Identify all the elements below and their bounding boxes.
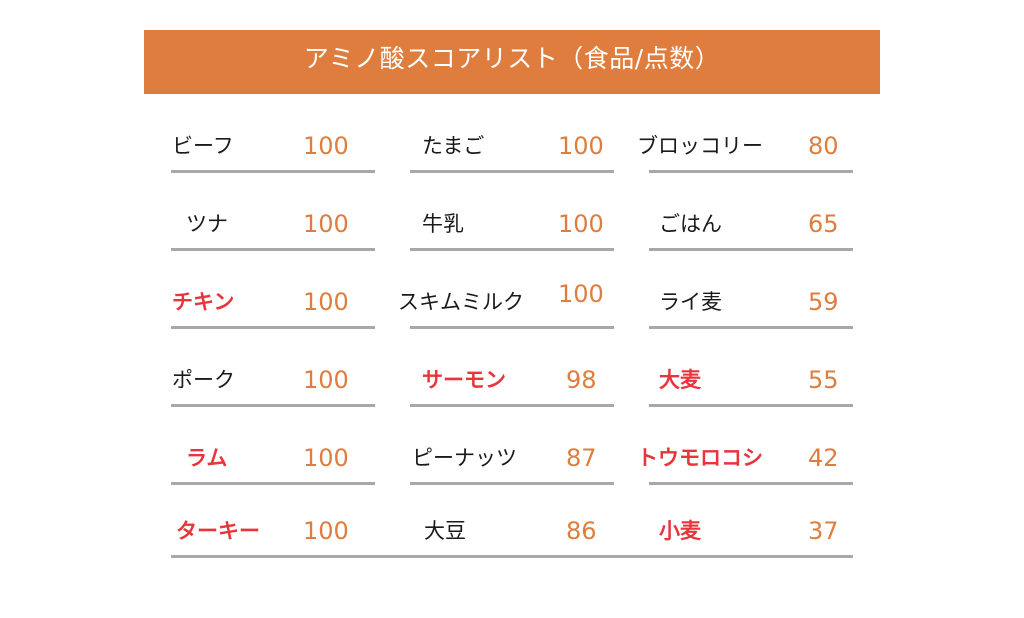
- food-score: 100: [303, 366, 349, 394]
- food-name: 大麦: [659, 368, 701, 392]
- food-score-item: 大麦 55: [0, 364, 1024, 404]
- food-name: たまご: [422, 134, 485, 158]
- food-score: 100: [303, 288, 349, 316]
- food-score: 86: [566, 517, 597, 545]
- food-score-item: チキン 100: [0, 286, 1024, 326]
- page-title: アミノ酸スコアリスト（食品/点数）: [303, 44, 721, 73]
- food-score-item: 小麦 37: [0, 515, 1024, 555]
- food-name: トウモロコシ: [637, 446, 763, 470]
- row-divider: [410, 326, 614, 329]
- bottom-divider: [171, 555, 853, 558]
- food-score: 100: [558, 132, 604, 160]
- food-name: ポーク: [172, 368, 235, 392]
- food-score-item: トウモロコシ 42: [0, 442, 1024, 482]
- food-name: ライ麦: [659, 290, 722, 314]
- row-divider: [649, 326, 853, 329]
- row-divider: [410, 404, 614, 407]
- food-name: ごはん: [659, 212, 722, 236]
- row-divider: [171, 326, 375, 329]
- food-score-item: ターキー 100: [0, 515, 1024, 555]
- food-score-item: ブロッコリー 80: [0, 130, 1024, 170]
- food-score-item: ラム 100: [0, 442, 1024, 482]
- food-score: 42: [808, 444, 839, 472]
- food-name: ラム: [186, 446, 228, 470]
- title-banner: アミノ酸スコアリスト（食品/点数）: [144, 30, 880, 94]
- food-score-item: ポーク 100: [0, 364, 1024, 404]
- food-score: 100: [303, 517, 349, 545]
- food-score-item: 牛乳 100: [0, 208, 1024, 248]
- row-divider: [410, 248, 614, 251]
- food-score: 80: [808, 132, 839, 160]
- food-score-item: スキムミルク 100: [0, 280, 1024, 326]
- food-name: ピーナッツ: [412, 446, 517, 470]
- food-score-item: ごはん 65: [0, 208, 1024, 248]
- food-name: 小麦: [659, 519, 701, 543]
- row-divider: [649, 482, 853, 485]
- food-score: 59: [808, 288, 839, 316]
- row-divider: [410, 170, 614, 173]
- food-name: サーモン: [422, 368, 506, 392]
- food-score-item: たまご 100: [0, 130, 1024, 170]
- food-score: 100: [558, 210, 604, 238]
- food-score: 65: [808, 210, 839, 238]
- food-name: ビーフ: [172, 134, 234, 158]
- row-divider: [649, 404, 853, 407]
- food-name: 牛乳: [422, 212, 464, 236]
- food-score: 98: [566, 366, 597, 394]
- food-score: 87: [566, 444, 597, 472]
- row-divider: [171, 248, 375, 251]
- food-score: 55: [808, 366, 839, 394]
- food-score: 100: [303, 444, 349, 472]
- food-name: スキムミルク: [398, 290, 524, 314]
- row-divider: [171, 404, 375, 407]
- food-score-item: ツナ 100: [0, 208, 1024, 248]
- food-name: ブロッコリー: [637, 134, 763, 158]
- food-score-item: ライ麦 59: [0, 286, 1024, 326]
- row-divider: [410, 482, 614, 485]
- food-score: 100: [303, 210, 349, 238]
- row-divider: [649, 248, 853, 251]
- row-divider: [649, 170, 853, 173]
- food-score: 100: [303, 132, 349, 160]
- food-score-item: サーモン 98: [0, 364, 1024, 404]
- food-name: ツナ: [186, 212, 228, 236]
- food-score: 100: [558, 280, 604, 308]
- food-score-item: 大豆 86: [0, 515, 1024, 555]
- row-divider: [171, 170, 375, 173]
- food-score-item: ビーフ 100: [0, 130, 1024, 170]
- row-divider: [171, 482, 375, 485]
- food-name: チキン: [172, 290, 235, 314]
- food-score-item: ピーナッツ 87: [0, 442, 1024, 482]
- food-name: 大豆: [424, 519, 466, 543]
- food-name: ターキー: [176, 519, 260, 543]
- food-score: 37: [808, 517, 839, 545]
